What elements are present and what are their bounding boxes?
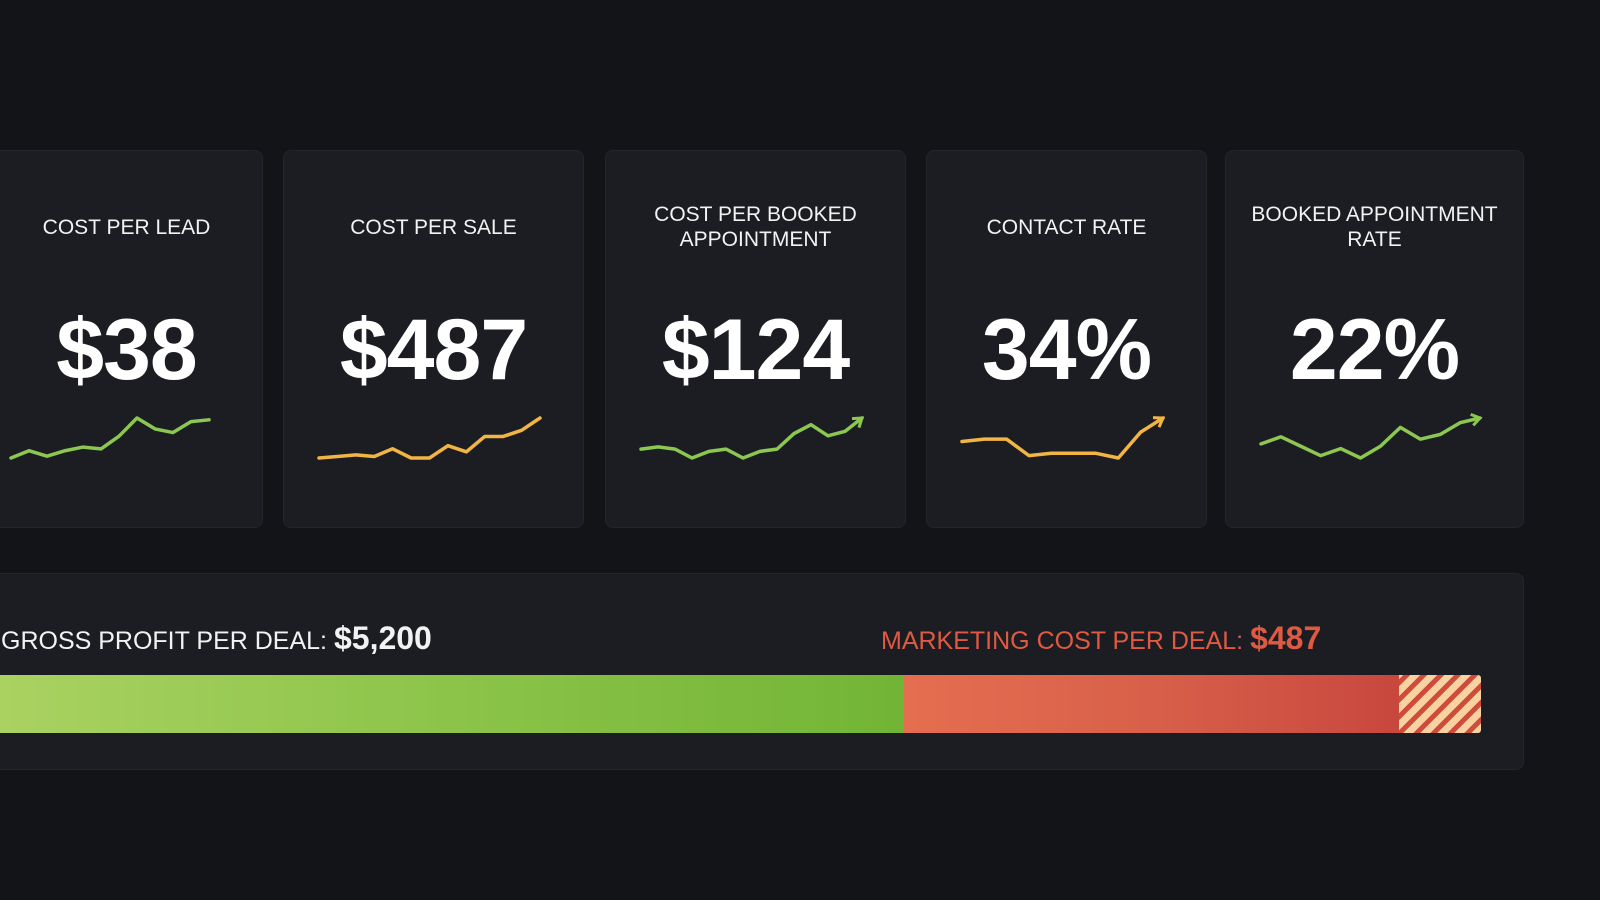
hatched-overflow-segment [1399,675,1481,733]
sparkline [960,416,1166,460]
sparkline-path [1259,416,1482,460]
gross-profit-value: $5,200 [333,620,432,656]
kpi-card-booked-appointment-rate: BOOKED APPOINTMENT RATE 22% [1225,150,1524,528]
arrow-up-right-icon [851,416,865,428]
arrow-up-right-icon [1470,413,1483,427]
kpi-value: 34% [981,302,1152,398]
kpi-card-contact-rate: CONTACT RATE 34% [926,150,1207,528]
marketing-cost-segment [904,675,1400,733]
arrow-up-right-icon [1152,416,1166,428]
kpi-card-cost-per-lead: COST PER LEAD $38 [0,150,263,528]
kpi-value: $124 [661,302,850,398]
deal-economics-panel: GROSS PROFIT PER DEAL: $5,200 MARKETING … [0,573,1524,770]
kpi-value: $38 [56,302,198,398]
kpi-title: COST PER SALE [350,215,517,239]
sparkline-path [317,416,542,460]
kpi-title: CONTACT RATE [986,215,1147,239]
marketing-cost-caption: MARKETING COST PER DEAL: [881,627,1244,655]
kpi-title: COST PER BOOKED APPOINTMENT [654,203,857,251]
sparkline-path [9,416,211,460]
sparkline [9,416,211,460]
marketing-cost-value: $487 [1250,620,1322,656]
sparkline-path [960,416,1165,460]
marketing-cost-label: MARKETING COST PER DEAL: $487 [881,620,1321,657]
kpi-title: COST PER LEAD [42,215,211,239]
gross-profit-segment [0,675,905,733]
profit-vs-cost-bar [0,675,1481,733]
gross-profit-label: GROSS PROFIT PER DEAL: $5,200 [1,620,432,657]
kpi-card-cost-per-booked-appointment: COST PER BOOKED APPOINTMENT $124 [605,150,906,528]
kpi-title: BOOKED APPOINTMENT RATE [1251,203,1498,251]
kpi-card-cost-per-sale: COST PER SALE $487 [283,150,584,528]
sparkline-path [639,416,864,460]
sparkline [639,416,865,460]
kpi-value: 22% [1289,302,1460,398]
sparkline [317,416,542,460]
sparkline [1259,413,1483,460]
kpi-value: $487 [339,302,528,398]
gross-profit-caption: GROSS PROFIT PER DEAL: [1,627,328,655]
